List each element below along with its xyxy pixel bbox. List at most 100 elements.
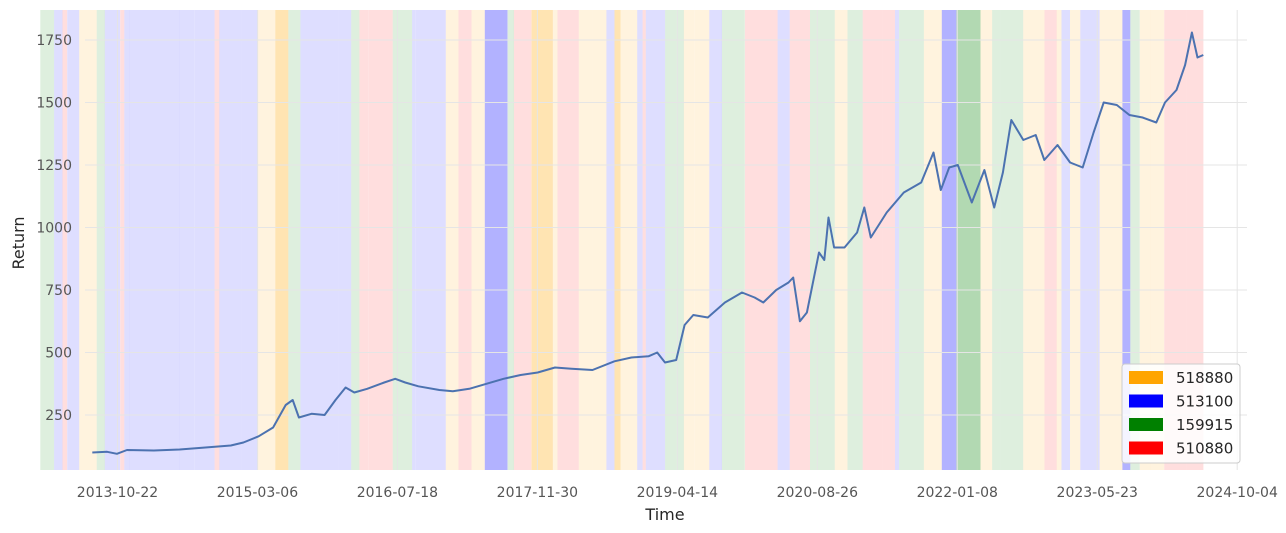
legend-swatch	[1129, 394, 1163, 408]
legend-label: 510880	[1176, 440, 1233, 458]
holding-band	[154, 10, 180, 470]
holding-band	[359, 10, 369, 470]
x-tick-label: 2023-05-23	[1057, 485, 1138, 501]
holding-band	[241, 10, 259, 470]
holding-band	[810, 10, 835, 470]
holding-band	[899, 10, 924, 470]
holding-band	[941, 10, 957, 470]
y-axis-label: Return	[9, 216, 28, 269]
holding-band	[442, 10, 446, 470]
x-tick-label: 2024-10-04	[1197, 485, 1278, 501]
holding-band	[1044, 10, 1057, 470]
holding-band	[531, 10, 553, 470]
holding-band	[1164, 10, 1187, 470]
holding-band	[557, 10, 579, 470]
holding-band	[1139, 10, 1151, 470]
holding-band	[1056, 10, 1062, 470]
holding-band	[513, 10, 532, 470]
holding-band	[120, 10, 125, 470]
legend-label: 159915	[1176, 416, 1233, 434]
holding-band	[1000, 10, 1024, 470]
holding-band	[777, 10, 790, 470]
y-tick-label: 250	[45, 408, 72, 424]
series-layer	[92, 31, 1204, 455]
x-tick-label: 2016-07-18	[357, 485, 438, 501]
holding-band	[445, 10, 459, 470]
holding-band	[1080, 10, 1100, 470]
holding-band	[471, 10, 485, 470]
holding-band	[79, 10, 97, 470]
holding-band	[1023, 10, 1045, 470]
x-axis-label: Time	[644, 505, 684, 524]
holding-band	[129, 10, 138, 470]
holding-band	[956, 10, 981, 470]
series-line	[92, 31, 1204, 455]
legend-label: 513100	[1176, 393, 1233, 411]
holding-band	[592, 10, 607, 470]
y-tick-label: 1500	[36, 96, 72, 112]
holding-band	[637, 10, 643, 470]
holding-band	[552, 10, 558, 470]
legend-swatch	[1129, 418, 1163, 431]
holding-band	[137, 10, 155, 470]
holding-band	[709, 10, 722, 470]
holding-band	[1099, 10, 1123, 470]
holding-band	[764, 10, 778, 470]
holding-band	[721, 10, 745, 470]
holding-band	[40, 10, 55, 470]
y-tick-label: 1750	[36, 33, 72, 49]
x-tick-label: 2022-01-08	[917, 485, 998, 501]
holding-band	[642, 10, 646, 470]
holding-band	[699, 10, 710, 470]
y-tick-label: 500	[45, 346, 72, 362]
holding-band	[620, 10, 638, 470]
legend-box	[1121, 363, 1241, 464]
holding-band	[744, 10, 751, 470]
holding-band	[412, 10, 416, 470]
holding-band	[423, 10, 443, 470]
holding-band	[923, 10, 942, 470]
holding-band	[1130, 10, 1137, 470]
x-tick-label: 2015-03-06	[217, 485, 298, 501]
holding-band	[368, 10, 393, 470]
holding-band	[980, 10, 993, 470]
holding-bands	[40, 10, 1204, 470]
holding-band	[258, 10, 276, 470]
holding-band	[1150, 10, 1165, 470]
holding-band	[124, 10, 130, 470]
legend: 518880 513100 159915 510880	[1121, 363, 1241, 464]
holding-band	[683, 10, 695, 470]
holding-band	[179, 10, 195, 470]
holding-band	[392, 10, 413, 470]
holding-band	[606, 10, 615, 470]
x-tick-label: 2017-11-30	[497, 485, 578, 501]
holding-band	[665, 10, 684, 470]
holding-band	[96, 10, 105, 470]
holding-band	[882, 10, 895, 470]
holding-band	[1136, 10, 1140, 470]
holding-band	[351, 10, 360, 470]
holding-band	[1122, 10, 1131, 470]
holding-band	[338, 10, 352, 470]
tick-labels: 250 500 750 1000 1250 1500 1750 2013-10-22 2015-…	[36, 33, 1278, 501]
holding-band	[645, 10, 666, 470]
x-tick-label: 2013-10-22	[77, 485, 158, 501]
legend-label: 518880	[1176, 369, 1233, 387]
holding-band	[1070, 10, 1081, 470]
holding-band	[62, 10, 68, 470]
holding-band	[275, 10, 289, 470]
holding-band	[1186, 10, 1204, 470]
holding-band	[300, 10, 325, 470]
holding-band	[194, 10, 215, 470]
holding-band	[750, 10, 765, 470]
holding-band	[1061, 10, 1070, 470]
holding-band	[67, 10, 80, 470]
holding-band	[507, 10, 514, 470]
holding-band	[219, 10, 242, 470]
holding-band	[458, 10, 472, 470]
holding-band	[288, 10, 301, 470]
x-tick-label: 2019-04-14	[637, 485, 718, 501]
holding-band	[895, 10, 900, 470]
holding-band	[578, 10, 593, 470]
